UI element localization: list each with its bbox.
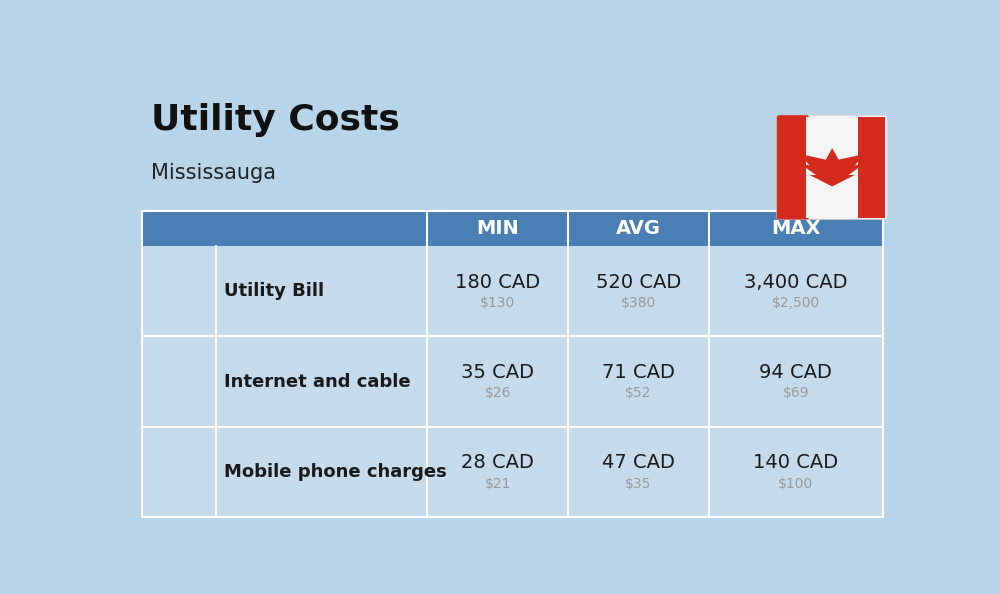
Text: 35 CAD: 35 CAD	[461, 363, 534, 382]
FancyBboxPatch shape	[777, 115, 809, 219]
Text: Mississauga: Mississauga	[151, 163, 276, 183]
Text: Mobile phone charges: Mobile phone charges	[224, 463, 447, 481]
FancyBboxPatch shape	[777, 115, 888, 219]
Text: $69: $69	[783, 386, 809, 400]
Bar	[142, 211, 883, 246]
Text: Utility Costs: Utility Costs	[151, 103, 399, 137]
Text: 140 CAD: 140 CAD	[753, 453, 838, 472]
Bar	[780, 117, 806, 217]
Text: Internet and cable: Internet and cable	[224, 372, 411, 391]
Bar	[858, 117, 885, 217]
Text: $35: $35	[625, 477, 652, 491]
Text: $52: $52	[625, 386, 652, 400]
Text: 47 CAD: 47 CAD	[602, 453, 675, 472]
Text: $100: $100	[778, 477, 814, 491]
Text: MIN: MIN	[476, 219, 519, 238]
Text: $21: $21	[484, 477, 511, 491]
Bar	[142, 336, 883, 427]
Bar	[142, 246, 883, 336]
Text: Utility Bill: Utility Bill	[224, 282, 324, 300]
Polygon shape	[800, 148, 865, 187]
Text: $130: $130	[480, 296, 515, 310]
Text: 180 CAD: 180 CAD	[455, 273, 540, 292]
Text: MAX: MAX	[771, 219, 821, 238]
Text: 94 CAD: 94 CAD	[759, 363, 832, 382]
Bar	[142, 427, 883, 517]
Text: 3,400 CAD: 3,400 CAD	[744, 273, 848, 292]
Text: 71 CAD: 71 CAD	[602, 363, 675, 382]
Text: $380: $380	[621, 296, 656, 310]
Text: AVG: AVG	[616, 219, 661, 238]
Text: $2,500: $2,500	[772, 296, 820, 310]
Bar	[806, 117, 858, 217]
Text: 28 CAD: 28 CAD	[461, 453, 534, 472]
Text: 520 CAD: 520 CAD	[596, 273, 681, 292]
Text: $26: $26	[484, 386, 511, 400]
